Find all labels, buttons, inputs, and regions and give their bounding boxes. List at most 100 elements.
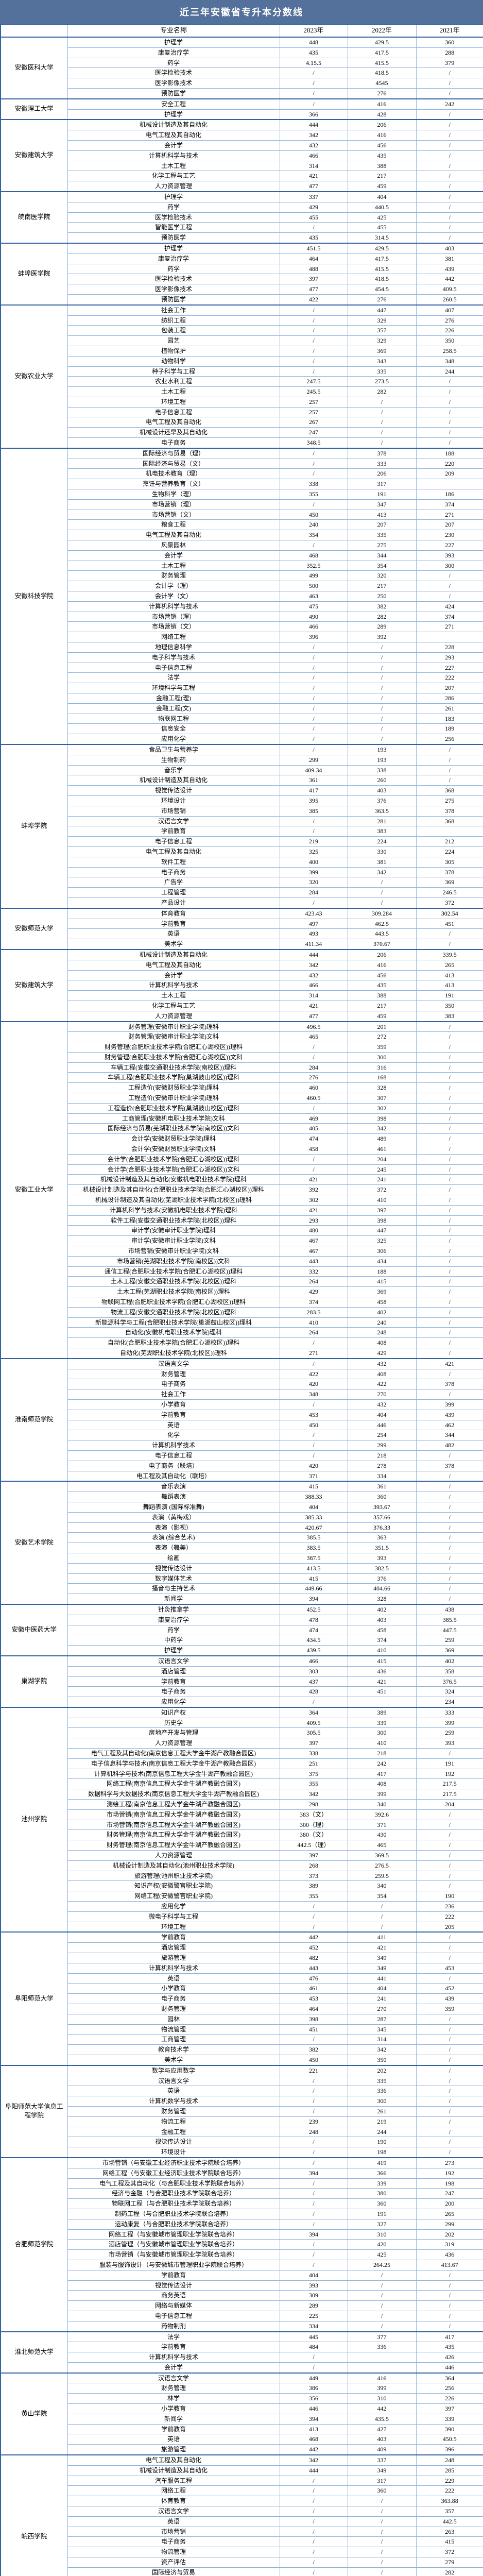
score-cell: 293: [416, 652, 483, 663]
major-cell: 绘画: [67, 1552, 280, 1564]
major-cell: 电子商务: [67, 1686, 280, 1698]
score-cell: /: [416, 754, 483, 766]
table-row: 淮南师范学院 汉语言文学/432 421: [0, 1358, 483, 1482]
score-cell: /: [347, 1901, 417, 1912]
major-cell: 旅游管理: [67, 2444, 280, 2455]
table-row: 网络与新媒体 289//: [1, 2300, 483, 2311]
score-cell: 468: [279, 550, 348, 561]
score-cell: /: [416, 1062, 483, 1073]
table-row: 财务管理(合肥职业技术学院(合肥汇心湖校区))理科/359/: [1, 1042, 483, 1053]
score-cell: 387.5: [279, 1552, 348, 1564]
table-row: 教育技术学 382 342/: [1, 2044, 483, 2055]
major-cell: 护理学: [67, 109, 280, 120]
score-cell: /: [416, 1809, 483, 1820]
major-cell: 护理学: [67, 191, 280, 202]
score-cell: /: [279, 2547, 348, 2558]
score-cell: 200: [416, 2198, 483, 2209]
score-cell: 448: [279, 36, 348, 48]
major-cell: 物联网工程(合肥职业技术学院(合肥汇心湖校区))理科: [67, 1297, 280, 1308]
score-cell: /: [416, 1052, 483, 1063]
major-cell: 网络工程: [67, 2485, 280, 2497]
score-cell: 389: [347, 1706, 417, 1718]
score-cell: 456: [347, 140, 417, 151]
major-cell: 计算机科学与技术: [67, 2352, 280, 2363]
table-row: 电子商务 //415: [1, 2536, 483, 2548]
major-cell: 机械设计制造及其自动化: [67, 948, 280, 960]
table-body: 安徽医科大学 护理学 448 429.5 360 康复治疗学 435 417.5 288 药学 4.…: [0, 36, 483, 2576]
score-cell: /: [416, 417, 483, 428]
score-cell: [416, 479, 483, 490]
score-cell: /: [416, 1246, 483, 1257]
table-row: 音乐学 409.34 338/: [1, 765, 483, 776]
score-cell: /: [279, 672, 348, 684]
score-cell: 335: [347, 530, 417, 541]
score-cell: 207: [416, 519, 483, 531]
score-cell: 204: [416, 1799, 483, 1810]
score-cell: 288: [416, 47, 483, 58]
score-cell: 357.66: [347, 1512, 417, 1523]
score-cell: /: [416, 212, 483, 223]
score-cell: /: [416, 1829, 483, 1841]
score-cell: 397: [347, 1205, 417, 1216]
table-row: 计算机科学与技术 443 349 453: [1, 1962, 483, 1974]
score-cell: 218: [347, 1748, 417, 1759]
score-cell: 300: [416, 560, 483, 571]
major-cell: 酒店管理（与安徽城市管理职业学院联合培养）: [67, 2239, 280, 2250]
university-cell: 安徽理工大学: [0, 98, 68, 120]
score-cell: 338: [347, 765, 417, 776]
score-cell: 349: [347, 2465, 417, 2476]
score-cell: 324: [416, 1686, 483, 1698]
score-cell: 482: [279, 1953, 348, 1963]
major-cell: 审计学(安徽审计职业学院)理科: [67, 1225, 280, 1236]
score-cell: 426: [416, 2352, 483, 2363]
score-cell: 248: [279, 2126, 348, 2138]
score-cell: 451: [416, 918, 483, 929]
score-cell: 224: [416, 846, 483, 857]
score-cell: 410: [347, 1738, 417, 1749]
score-cell: /: [416, 1552, 483, 1564]
score-cell: [347, 2352, 417, 2363]
table-row: 会计学（理） 500 217/: [1, 581, 483, 592]
score-cell: 248: [347, 1327, 417, 1338]
major-cell: 酒店管理: [67, 1942, 280, 1954]
score-cell: 488: [279, 263, 348, 275]
score-cell: 435: [347, 980, 417, 991]
table-row: 医学影像技术 477 454.5 409.5: [1, 284, 483, 295]
major-cell: 会计学: [67, 140, 280, 151]
table-row: 皖南医学院 护理学 337 404/: [0, 191, 483, 244]
score-cell: /: [279, 897, 348, 909]
score-cell: 289: [347, 621, 417, 633]
score-cell: /: [279, 2188, 348, 2199]
score-cell: 363: [347, 1532, 417, 1544]
table-row: 英语/336/: [1, 2086, 483, 2097]
score-cell: 191: [416, 990, 483, 1001]
score-cell: 289: [279, 2300, 348, 2311]
score-cell: 342: [347, 1123, 417, 1134]
score-cell: /: [416, 591, 483, 602]
score-cell: 408: [347, 1368, 417, 1380]
major-cell: 烹饪与营养教育（文）: [67, 479, 280, 490]
table-row: 舞蹈表演 (国际标准舞) 404 393.67/: [1, 1501, 483, 1513]
score-cell: 327: [347, 2218, 417, 2230]
major-cell: 视觉传达设计: [67, 2137, 280, 2148]
major-cell: 计算机科学与技术: [67, 980, 280, 991]
score-cell: /: [416, 1543, 483, 1553]
score-cell: /: [416, 1973, 483, 1984]
score-cell: 333: [347, 458, 417, 469]
major-cell: 社会工作: [67, 1389, 280, 1400]
score-cell: 375: [279, 1768, 348, 1780]
major-cell: 计算机科学与技术: [67, 601, 280, 612]
major-cell: 网络与新媒体: [67, 2300, 280, 2311]
major-cell: 经济与金融（与合肥职业技术学院联合培养）: [67, 2188, 280, 2199]
major-cell: 电气工程及其自动化: [67, 417, 280, 428]
score-cell: /: [279, 2249, 348, 2260]
table-row: 小学教育 446 442 397: [1, 2403, 483, 2414]
major-cell: 药物制剂: [67, 2320, 280, 2332]
score-cell: 482: [416, 1440, 483, 1451]
major-cell: 机电技术教育（理）: [67, 468, 280, 480]
score-cell: 276: [347, 88, 417, 99]
table-row: 电子信息工程/218/: [1, 1450, 483, 1461]
score-cell: /: [279, 1901, 348, 1912]
major-cell: 针灸推拿学: [67, 1603, 280, 1615]
score-cell: 413.67: [416, 2259, 483, 2270]
